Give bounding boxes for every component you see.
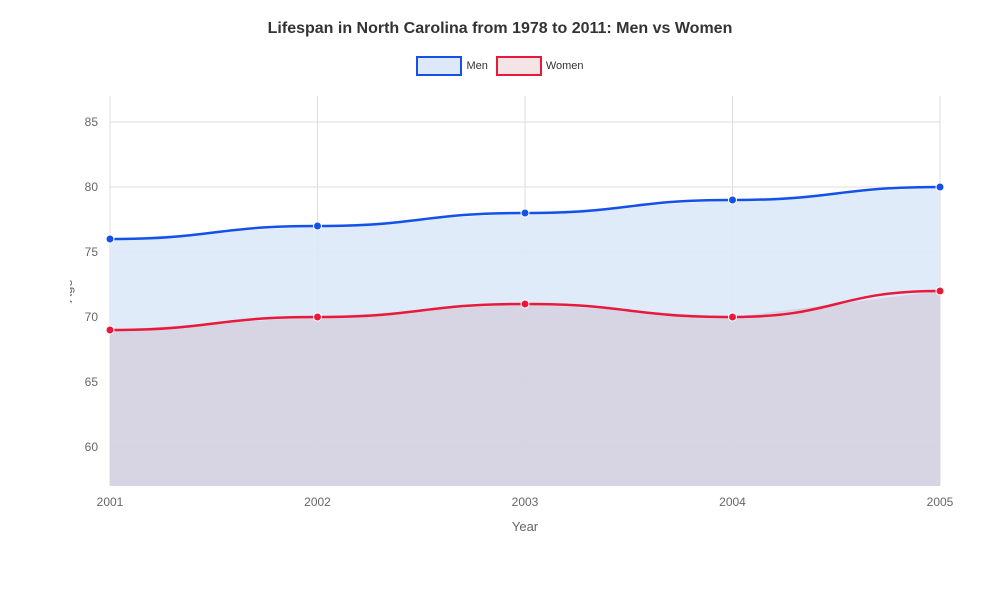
chart-svg: 2001 2002 2003 2004 2005 60 65 70 75 80 85 Year Age [70, 86, 970, 556]
svg-text:2004: 2004 [719, 495, 746, 509]
svg-text:60: 60 [85, 440, 99, 454]
plot-area: 20012002200320042005606570758085YearAge [70, 86, 970, 526]
legend-label-men: Men [466, 60, 487, 72]
svg-text:75: 75 [85, 245, 99, 259]
svg-text:70: 70 [85, 310, 99, 324]
legend: Men Women [0, 56, 1000, 76]
svg-text:85: 85 [85, 115, 99, 129]
svg-text:Year: Year [512, 519, 539, 534]
legend-item-women[interactable]: Women [496, 56, 584, 76]
svg-text:2002: 2002 [304, 495, 331, 509]
svg-text:65: 65 [85, 375, 99, 389]
legend-swatch-women [496, 56, 542, 76]
legend-swatch-men [416, 56, 462, 76]
svg-text:Age: Age [70, 279, 75, 302]
legend-item-men[interactable]: Men [416, 56, 487, 76]
chart-title: Lifespan in North Carolina from 1978 to … [0, 0, 1000, 38]
svg-text:2001: 2001 [97, 495, 124, 509]
svg-text:2003: 2003 [512, 495, 539, 509]
svg-text:80: 80 [85, 180, 99, 194]
chart-container: Lifespan in North Carolina from 1978 to … [0, 0, 1000, 600]
svg-text:2005: 2005 [927, 495, 954, 509]
legend-label-women: Women [546, 60, 584, 72]
